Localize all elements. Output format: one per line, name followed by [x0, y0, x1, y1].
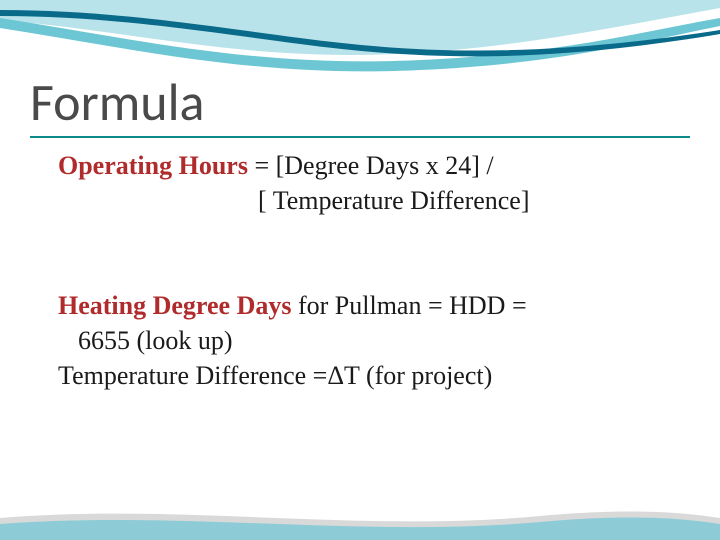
hdd-rest: for Pullman = HDD = [291, 291, 526, 320]
formula-line-2: [ Temperature Difference] [58, 183, 690, 218]
formula-rhs1: = [Degree Days x 24] / [248, 151, 494, 180]
slide-title: Formula [30, 70, 690, 138]
slide-content: Formula Operating Hours = [Degree Days x… [30, 70, 690, 393]
spacer [58, 218, 690, 288]
hdd-line-2: 6655 (look up) [58, 323, 690, 358]
footer-wave-decoration [0, 498, 720, 540]
hdd-line-1: Heating Degree Days for Pullman = HDD = [58, 288, 690, 323]
slide-body: Operating Hours = [Degree Days x 24] / [… [30, 140, 690, 393]
dt-line: Temperature Difference =ΔT (for project) [58, 358, 690, 393]
dt-text: Temperature Difference =ΔT [58, 361, 366, 390]
hdd-note: (look up) [137, 326, 233, 355]
formula-lhs: Operating Hours [58, 151, 248, 180]
formula-line-1: Operating Hours = [Degree Days x 24] / [58, 148, 690, 183]
hdd-value: 6655 [78, 326, 137, 355]
dt-note: (for project) [366, 361, 492, 390]
hdd-label: Heating Degree Days [58, 291, 291, 320]
